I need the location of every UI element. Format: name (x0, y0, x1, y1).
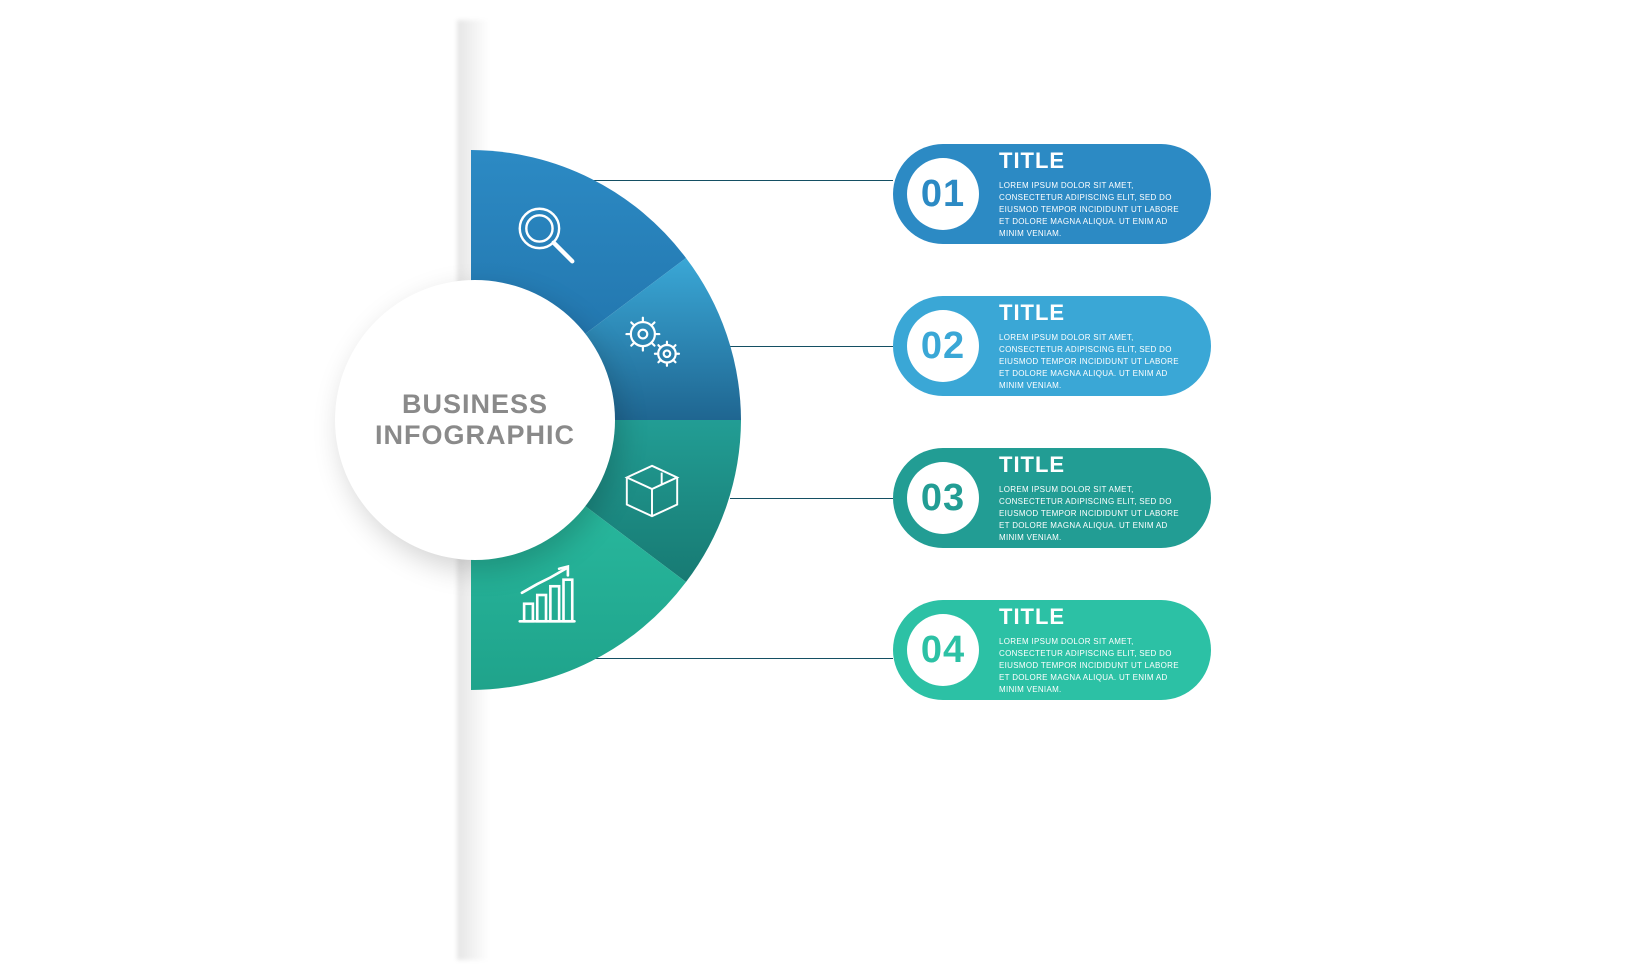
pill-03-number: 03 (921, 477, 965, 520)
pill-04-number: 04 (921, 629, 965, 672)
pill-03-desc: LOREM IPSUM DOLOR SIT AMET, CONSECTETUR … (999, 484, 1179, 544)
center-title-line2: INFOGRAPHIC (375, 420, 575, 450)
pill-04-title: TITLE (999, 604, 1191, 630)
center-circle: BUSINESS INFOGRAPHIC (335, 280, 615, 560)
pill-02: 02 TITLE LOREM IPSUM DOLOR SIT AMET, CON… (893, 296, 1211, 396)
pill-02-number-circle: 02 (907, 310, 979, 382)
pill-04: 04 TITLE LOREM IPSUM DOLOR SIT AMET, CON… (893, 600, 1211, 700)
pill-02-title: TITLE (999, 300, 1191, 326)
pill-02-number: 02 (921, 325, 965, 368)
pill-03-title: TITLE (999, 452, 1191, 478)
pill-03-text: TITLE LOREM IPSUM DOLOR SIT AMET, CONSEC… (999, 452, 1191, 544)
pill-01-text: TITLE LOREM IPSUM DOLOR SIT AMET, CONSEC… (999, 148, 1191, 240)
pill-02-text: TITLE LOREM IPSUM DOLOR SIT AMET, CONSEC… (999, 300, 1191, 392)
pill-03: 03 TITLE LOREM IPSUM DOLOR SIT AMET, CON… (893, 448, 1211, 548)
center-title-line1: BUSINESS (402, 389, 548, 419)
pill-04-text: TITLE LOREM IPSUM DOLOR SIT AMET, CONSEC… (999, 604, 1191, 696)
chart-icon (511, 560, 581, 630)
infographic-stage: BUSINESS INFOGRAPHIC 01 TITLE LOREM IPSU… (0, 0, 1633, 980)
pill-01-desc: LOREM IPSUM DOLOR SIT AMET, CONSECTETUR … (999, 180, 1179, 240)
pill-01: 01 TITLE LOREM IPSUM DOLOR SIT AMET, CON… (893, 144, 1211, 244)
pill-04-desc: LOREM IPSUM DOLOR SIT AMET, CONSECTETUR … (999, 636, 1179, 696)
pill-01-number-circle: 01 (907, 158, 979, 230)
pill-01-title: TITLE (999, 148, 1191, 174)
pill-01-number: 01 (921, 173, 965, 216)
pill-03-number-circle: 03 (907, 462, 979, 534)
pill-02-desc: LOREM IPSUM DOLOR SIT AMET, CONSECTETUR … (999, 332, 1179, 392)
gears-icon (621, 310, 691, 380)
center-title: BUSINESS INFOGRAPHIC (375, 389, 575, 451)
pill-04-number-circle: 04 (907, 614, 979, 686)
